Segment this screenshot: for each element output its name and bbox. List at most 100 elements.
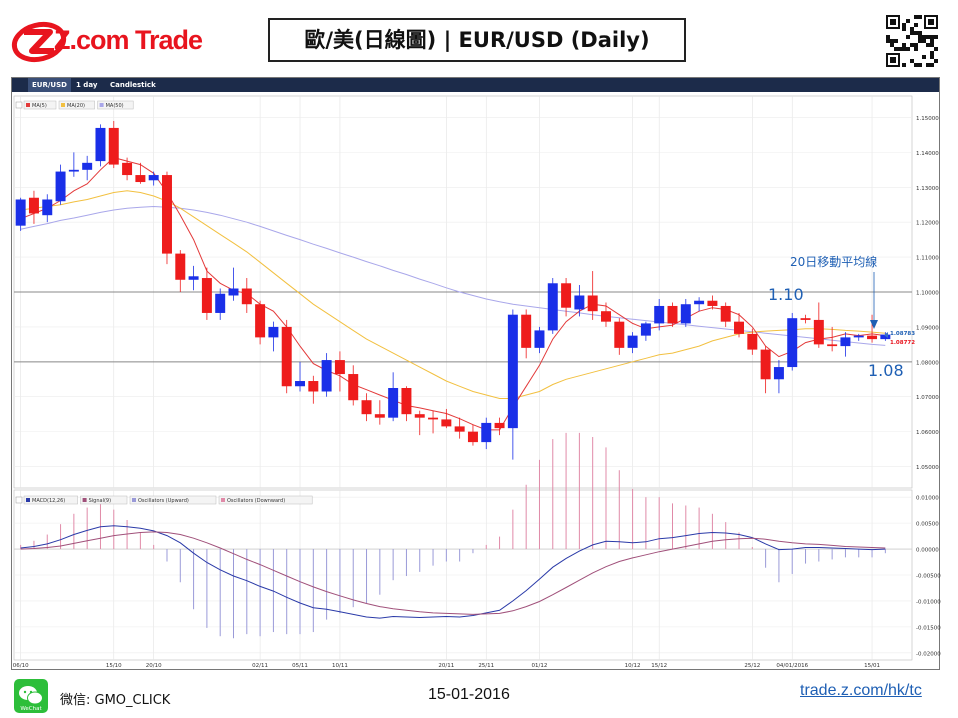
candle-down bbox=[441, 419, 452, 427]
candle-up bbox=[880, 334, 891, 340]
candle-up bbox=[547, 283, 558, 331]
y-tick-label: 1.09000 bbox=[916, 325, 939, 331]
candle-down bbox=[308, 381, 319, 392]
x-tick-label: 25/11 bbox=[478, 663, 494, 669]
candle-down bbox=[467, 431, 478, 443]
qr-module bbox=[930, 63, 934, 67]
qr-finder-core bbox=[928, 19, 934, 25]
ma-legend-box bbox=[97, 100, 134, 110]
candle-up bbox=[15, 199, 26, 226]
qr-module bbox=[934, 35, 938, 39]
candle-up bbox=[68, 169, 79, 172]
candle-up bbox=[215, 293, 226, 313]
candle-down bbox=[720, 305, 731, 322]
qr-module bbox=[918, 15, 922, 19]
osc-legend-swatch bbox=[132, 498, 136, 502]
wechat-icon: WeChat bbox=[14, 679, 48, 713]
candle-down bbox=[401, 388, 412, 415]
qr-module bbox=[902, 47, 906, 51]
qr-module bbox=[902, 43, 906, 47]
candle-down bbox=[414, 414, 425, 418]
qr-module bbox=[906, 35, 910, 39]
qr-module bbox=[914, 15, 918, 19]
legend-toggle-icon bbox=[15, 496, 23, 504]
osc-legend-label: Oscillators (Downward) bbox=[227, 498, 285, 504]
qr-module bbox=[894, 47, 898, 51]
candle-up bbox=[188, 276, 199, 280]
y-tick-label: 1.08000 bbox=[916, 360, 939, 366]
page-title-text: 歐/美(日線圖) | EUR/USD (Daily) bbox=[304, 28, 650, 52]
qr-module bbox=[910, 31, 914, 35]
candle-up bbox=[268, 326, 279, 338]
legend-toggle-icon bbox=[15, 101, 23, 109]
y-tick-label: 1.13000 bbox=[916, 186, 939, 192]
y-tick-label: 1.07000 bbox=[916, 395, 939, 401]
brand-name: Z.com Trade bbox=[54, 25, 203, 55]
osc-tick-label: -0.01000 bbox=[916, 599, 941, 605]
qr-module bbox=[902, 23, 906, 27]
footer-date: 15-01-2016 bbox=[428, 686, 510, 703]
candle-down bbox=[334, 360, 345, 375]
ma-legend-swatch bbox=[61, 103, 65, 107]
qr-module bbox=[886, 35, 890, 39]
candle-up bbox=[574, 295, 585, 310]
qr-module bbox=[922, 55, 926, 59]
qr-module bbox=[898, 47, 902, 51]
candle-up bbox=[694, 300, 705, 305]
candle-down bbox=[361, 400, 372, 415]
qr-module bbox=[910, 27, 914, 31]
qr-module bbox=[902, 63, 906, 67]
x-tick-label: 15/12 bbox=[651, 663, 667, 669]
qr-module bbox=[914, 63, 918, 67]
candle-down bbox=[454, 426, 465, 432]
ma-legend-box bbox=[58, 100, 95, 110]
y-tick-label: 1.14000 bbox=[916, 151, 939, 157]
candle-up bbox=[228, 288, 239, 296]
chart-style-tab[interactable]: Candlestick bbox=[110, 81, 156, 89]
qr-finder-core bbox=[890, 57, 896, 63]
x-tick-label: 05/11 bbox=[292, 663, 308, 669]
symbol-tab[interactable]: EUR/USD bbox=[28, 78, 71, 92]
candle-up bbox=[82, 162, 93, 170]
y-tick-label: 1.06000 bbox=[916, 430, 939, 436]
candle-up bbox=[840, 337, 851, 347]
candle-up bbox=[534, 330, 545, 348]
price-tag-lower: 1.08772 bbox=[890, 340, 915, 346]
candle-up bbox=[773, 367, 784, 380]
candle-down bbox=[614, 321, 625, 348]
y-tick-label: 1.12000 bbox=[916, 221, 939, 227]
osc-legend-box bbox=[129, 495, 217, 505]
ma-legend-label: MA(20) bbox=[67, 103, 85, 109]
qr-module bbox=[934, 47, 938, 51]
arrow-head-icon bbox=[870, 320, 878, 329]
qr-module bbox=[926, 35, 930, 39]
candle-down bbox=[760, 349, 771, 380]
qr-module bbox=[914, 31, 918, 35]
period-tab[interactable]: 1 day bbox=[76, 81, 98, 89]
x-tick-label: 20/11 bbox=[438, 663, 454, 669]
y-tick-label: 1.10000 bbox=[916, 291, 939, 297]
qr-module bbox=[886, 39, 890, 43]
candle-down bbox=[161, 175, 172, 254]
osc-legend-label: MACD(12,26) bbox=[32, 498, 65, 504]
qr-module bbox=[914, 47, 918, 51]
qr-module bbox=[910, 43, 914, 47]
footer-url-link[interactable]: trade.z.com/hk/tc bbox=[800, 682, 922, 699]
qr-module bbox=[902, 27, 906, 31]
qr-finder-core bbox=[890, 19, 896, 25]
candle-down bbox=[108, 127, 119, 165]
x-tick-label: 06/10 bbox=[13, 663, 29, 669]
osc-tick-label: 0.01000 bbox=[916, 496, 939, 502]
qr-module bbox=[930, 55, 934, 59]
osc-tick-label: -0.02000 bbox=[916, 651, 941, 657]
qr-module bbox=[918, 35, 922, 39]
ma20-annotation: 20日移動平均線 bbox=[790, 254, 877, 269]
candle-down bbox=[374, 414, 385, 418]
qr-module bbox=[934, 59, 938, 63]
osc-legend-box bbox=[80, 495, 128, 505]
qr-module bbox=[914, 43, 918, 47]
osc-tick-label: 0.00500 bbox=[916, 522, 939, 528]
macd-line bbox=[20, 525, 886, 619]
candle-up bbox=[481, 422, 492, 443]
